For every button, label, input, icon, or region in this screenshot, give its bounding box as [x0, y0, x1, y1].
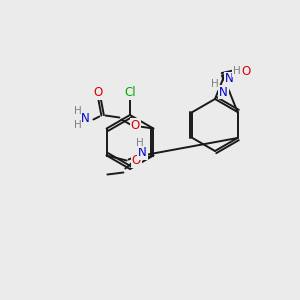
Text: H: H: [136, 137, 143, 148]
Text: O: O: [132, 154, 141, 167]
Text: N: N: [81, 112, 90, 125]
Text: N: N: [138, 146, 147, 159]
Text: O: O: [94, 86, 103, 99]
Text: Cl: Cl: [124, 86, 136, 100]
Text: N: N: [219, 85, 228, 98]
Text: N: N: [225, 73, 233, 85]
Text: H: H: [233, 66, 241, 76]
Text: O: O: [131, 119, 140, 132]
Text: H: H: [211, 79, 218, 89]
Text: H: H: [74, 106, 81, 116]
Text: O: O: [242, 65, 251, 78]
Text: H: H: [74, 121, 81, 130]
